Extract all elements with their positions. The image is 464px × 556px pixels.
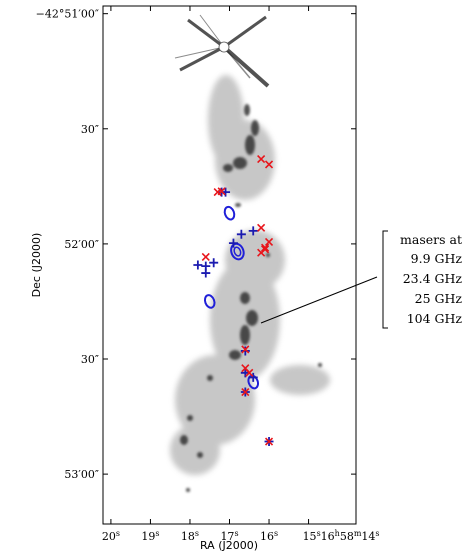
star-spikes [174, 14, 270, 88]
legend-entry-25-ghz: 25 GHz [415, 291, 463, 306]
maser-25-ghz-cross [241, 387, 250, 397]
axes: 20s 19s 18s 17s 16s 15s16h58m14s −42°51′00″ 30″… [36, 6, 380, 543]
maser-23-4-ghz-plus [201, 268, 211, 278]
maser-9-9-ghz-ellipse-inner [233, 246, 242, 257]
maser-25-ghz-cross [264, 437, 274, 446]
maser-104-ghz-cross [261, 243, 270, 252]
legend-pointer [260, 276, 378, 324]
maser-25-ghz-cross [257, 223, 266, 232]
y-tick-label: 53′00″ [64, 468, 99, 481]
maser-23-4-ghz-plus [193, 260, 203, 270]
maser-23-4-ghz-plus [248, 226, 258, 236]
maser-25-ghz-cross [241, 345, 250, 354]
x-tick-label: 20s [102, 529, 120, 544]
legend-bracket [382, 230, 388, 329]
maser-23-4-ghz-plus [248, 372, 258, 382]
maser-104-ghz-cross [217, 187, 226, 196]
bright-star [218, 41, 230, 53]
x-tick-label: 16s [260, 529, 278, 544]
x-tick-label: 18s [181, 529, 199, 544]
y-tick-label: 52′00″ [64, 238, 99, 251]
maser-9-9-ghz-ellipse [223, 205, 236, 221]
maser-9-9-ghz-ellipse [247, 374, 259, 390]
maser-25-ghz-cross [264, 237, 274, 247]
maser-23-4-ghz-plus [228, 238, 238, 248]
maser-23-4-ghz-plus [236, 229, 246, 239]
maser-9-9-ghz-ellipse [230, 242, 245, 261]
x-tick-label: 19s [141, 529, 159, 544]
maser-104-ghz-cross [241, 364, 250, 373]
maser-25-ghz-cross [264, 160, 274, 169]
maser-25-ghz-cross [201, 252, 210, 262]
x-axis-title: RA (J2000) [200, 539, 258, 552]
emission-image [103, 6, 356, 524]
x-tick-label: 15s16h58m14s [303, 529, 380, 544]
maser-25-ghz-cross [257, 155, 266, 164]
legend-entry-9-9-ghz: 9.9 GHz [411, 251, 463, 266]
y-tick-label: 30″ [81, 353, 99, 366]
y-tick-label: −42°51′00″ [36, 8, 99, 21]
legend-entry-23-4-ghz: 23.4 GHz [403, 271, 463, 286]
y-tick-label: 30″ [81, 123, 99, 136]
legend-title: masers at [400, 232, 462, 247]
legend: masers at 9.9 GHz 23.4 GHz 25 GHz 104 GH… [260, 230, 463, 329]
maser-23-4-ghz-plus [209, 258, 219, 268]
x-tick-label: 17s [220, 529, 238, 544]
maser-9-9-ghz-ellipse [203, 294, 216, 309]
y-axis-title: Dec (J2000) [30, 233, 43, 298]
maser-23-4-ghz-plus [240, 346, 250, 356]
maser-markers [193, 155, 274, 447]
legend-entry-104-ghz: 104 GHz [407, 311, 463, 326]
